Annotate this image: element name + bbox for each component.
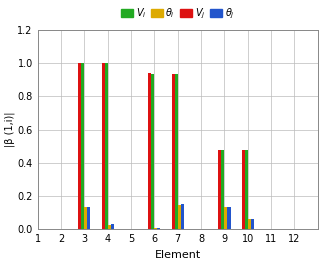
Bar: [84, 207, 87, 229]
Bar: [181, 204, 184, 229]
Bar: [151, 74, 155, 229]
Bar: [148, 73, 151, 229]
Bar: [245, 149, 248, 229]
Bar: [108, 225, 111, 229]
Y-axis label: |β (1,i)|: |β (1,i)|: [4, 112, 15, 147]
Bar: [105, 63, 108, 229]
Bar: [251, 219, 254, 229]
Bar: [222, 149, 224, 229]
Bar: [81, 63, 84, 229]
Bar: [224, 207, 227, 229]
Bar: [102, 63, 105, 229]
Bar: [172, 74, 175, 229]
X-axis label: Element: Element: [155, 250, 201, 260]
Bar: [175, 74, 178, 229]
Bar: [218, 149, 222, 229]
Bar: [155, 228, 157, 229]
Legend: $V_i$, $\theta_i$, $V_j$, $\theta_j$: $V_i$, $\theta_i$, $V_j$, $\theta_j$: [119, 4, 237, 23]
Bar: [242, 149, 245, 229]
Bar: [248, 219, 251, 229]
Bar: [78, 63, 81, 229]
Bar: [157, 228, 160, 229]
Bar: [87, 207, 90, 229]
Bar: [178, 205, 181, 229]
Bar: [227, 207, 231, 229]
Bar: [111, 224, 114, 229]
